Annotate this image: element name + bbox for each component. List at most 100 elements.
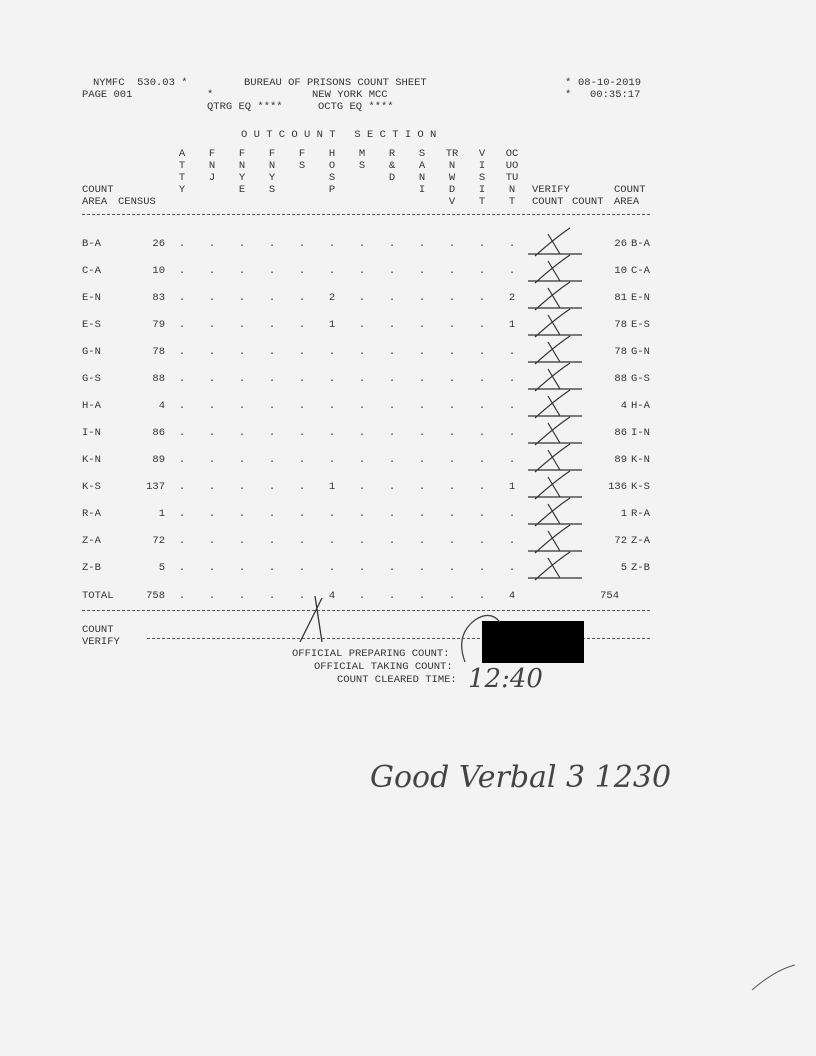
outcount-value: . bbox=[178, 508, 186, 520]
outcount-value: . bbox=[388, 373, 396, 385]
divider bbox=[147, 638, 650, 639]
outcount-column-heading: Y bbox=[238, 172, 246, 184]
outcount-column-heading: S bbox=[298, 160, 306, 172]
outcount-value: . bbox=[328, 454, 336, 466]
outcount-column-heading: V bbox=[448, 196, 456, 208]
outcount-value: . bbox=[178, 454, 186, 466]
outcount-value: . bbox=[238, 454, 246, 466]
outcount-value: . bbox=[238, 590, 246, 602]
outcount-value: . bbox=[448, 346, 456, 358]
outcount-value: . bbox=[358, 265, 366, 277]
outcount-column-heading: W bbox=[448, 172, 456, 184]
census-heading: CENSUS bbox=[118, 196, 156, 208]
count-value: 5 bbox=[620, 562, 627, 574]
outcount-column-heading: I bbox=[418, 184, 426, 196]
outcount-value: . bbox=[358, 319, 366, 331]
outcount-column-heading: T bbox=[478, 196, 486, 208]
outcount-value: 1 bbox=[508, 481, 516, 493]
outcount-column-heading: V bbox=[478, 148, 486, 160]
outcount-value: 1 bbox=[328, 319, 336, 331]
outcount-value: . bbox=[418, 319, 426, 331]
outcount-value: . bbox=[238, 481, 246, 493]
count-value: 86 bbox=[614, 427, 627, 439]
outcount-value: . bbox=[298, 346, 306, 358]
count-verify-label: VERIFY bbox=[82, 636, 120, 648]
outcount-column-heading: A bbox=[178, 148, 186, 160]
outcount-value: . bbox=[448, 400, 456, 412]
outcount-value: . bbox=[418, 535, 426, 547]
outcount-value: . bbox=[238, 400, 246, 412]
outcount-value: . bbox=[178, 319, 186, 331]
count-area: R-A bbox=[82, 508, 101, 520]
census-value: 79 bbox=[152, 319, 165, 331]
outcount-value: . bbox=[418, 346, 426, 358]
outcount-value: . bbox=[418, 454, 426, 466]
outcount-value: . bbox=[238, 346, 246, 358]
outcount-value: . bbox=[388, 590, 396, 602]
outcount-value: . bbox=[478, 292, 486, 304]
outcount-value: . bbox=[298, 508, 306, 520]
count-area: Z-A bbox=[82, 535, 101, 547]
qtrg-eq: QTRG EQ **** bbox=[207, 101, 283, 113]
outcount-value: . bbox=[268, 535, 276, 547]
count-value: 754 bbox=[600, 590, 619, 602]
outcount-value: . bbox=[208, 319, 216, 331]
outcount-value: . bbox=[388, 292, 396, 304]
outcount-column-heading: OC bbox=[505, 148, 519, 160]
verify-check-mark bbox=[528, 551, 582, 581]
outcount-column-heading: TR bbox=[445, 148, 459, 160]
outcount-value: . bbox=[208, 265, 216, 277]
outcount-value: . bbox=[418, 508, 426, 520]
verify-check-mark bbox=[528, 308, 582, 338]
outcount-value: . bbox=[478, 400, 486, 412]
count-area-right: K-S bbox=[631, 481, 650, 493]
count-area-heading: COUNT bbox=[82, 184, 114, 196]
count-area-right: G-S bbox=[631, 373, 650, 385]
outcount-value: . bbox=[238, 265, 246, 277]
outcount-value: . bbox=[358, 238, 366, 250]
outcount-value: . bbox=[298, 590, 306, 602]
outcount-value: . bbox=[388, 238, 396, 250]
outcount-value: . bbox=[358, 562, 366, 574]
star: * bbox=[565, 77, 572, 89]
outcount-value: . bbox=[178, 265, 186, 277]
outcount-column-heading: A bbox=[418, 160, 426, 172]
outcount-value: . bbox=[388, 454, 396, 466]
outcount-value: . bbox=[328, 427, 336, 439]
count-area-right: Z-B bbox=[631, 562, 650, 574]
outcount-value: . bbox=[358, 535, 366, 547]
outcount-value: . bbox=[478, 319, 486, 331]
outcount-value: . bbox=[238, 373, 246, 385]
outcount-value: . bbox=[268, 373, 276, 385]
census-value: 89 bbox=[152, 454, 165, 466]
verify-check-mark bbox=[528, 281, 582, 311]
census-value: 10 bbox=[152, 265, 165, 277]
outcount-value: . bbox=[328, 508, 336, 520]
count-area: G-N bbox=[82, 346, 101, 358]
outcount-column-heading: D bbox=[388, 172, 396, 184]
outcount-value: . bbox=[388, 346, 396, 358]
count-area: K-N bbox=[82, 454, 101, 466]
verify-check-mark bbox=[528, 389, 582, 419]
outcount-value: . bbox=[298, 319, 306, 331]
outcount-value: . bbox=[268, 400, 276, 412]
census-value: 78 bbox=[152, 346, 165, 358]
outcount-value: . bbox=[298, 481, 306, 493]
outcount-value: . bbox=[298, 427, 306, 439]
verify-check-mark bbox=[528, 335, 582, 365]
outcount-value: . bbox=[388, 400, 396, 412]
outcount-value: . bbox=[508, 400, 516, 412]
outcount-value: . bbox=[208, 292, 216, 304]
outcount-column-heading: UO bbox=[505, 160, 519, 172]
census-value: 26 bbox=[152, 238, 165, 250]
outcount-column-heading: F bbox=[238, 148, 246, 160]
outcount-value: . bbox=[238, 292, 246, 304]
x-mark bbox=[299, 595, 323, 643]
outcount-value: . bbox=[508, 265, 516, 277]
outcount-value: . bbox=[208, 508, 216, 520]
outcount-value: . bbox=[358, 508, 366, 520]
count-area-right: R-A bbox=[631, 508, 650, 520]
signature-loop bbox=[461, 614, 501, 663]
count-area: E-S bbox=[82, 319, 101, 331]
outcount-column-heading: Y bbox=[178, 184, 186, 196]
